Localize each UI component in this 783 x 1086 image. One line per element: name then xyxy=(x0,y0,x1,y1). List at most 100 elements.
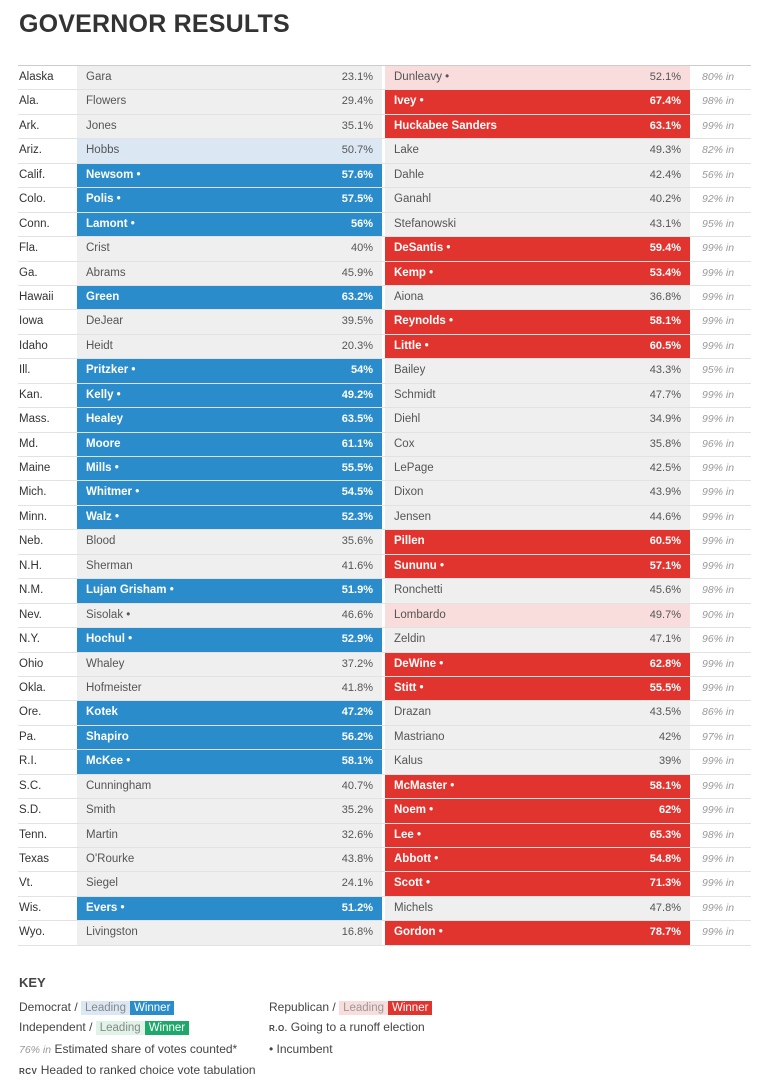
republican-candidate-name: Ivey • xyxy=(394,95,424,108)
republican-vote-share: 44.6% xyxy=(649,510,681,523)
republican-candidate-cell: Abbott • 54.8% xyxy=(385,848,690,872)
republican-vote-share: 49.7% xyxy=(649,608,681,621)
republican-candidate-name: LePage xyxy=(394,462,434,474)
republican-candidate-cell: Lake 49.3% xyxy=(385,139,690,163)
democrat-candidate-cell: Lujan Grisham • 51.9% xyxy=(77,579,382,603)
democrat-candidate-name: Livingston xyxy=(86,926,138,939)
republican-vote-share: 58.1% xyxy=(649,315,681,328)
reporting-share: 98% in xyxy=(702,584,735,597)
state-name: N.Y. xyxy=(19,633,40,646)
republican-candidate-cell: Lee • 65.3% xyxy=(385,823,690,847)
democrat-candidate-cell: Moore 61.1% xyxy=(77,432,382,456)
state-name: Conn. xyxy=(19,217,50,230)
state-name: Alaska xyxy=(19,71,54,83)
table-row: Okla. Hofmeister 41.8% Stitt • 55.5% 99% in xyxy=(18,676,751,702)
table-row: Mich. Whitmer • 54.5% Dixon 43.9% 99% in xyxy=(18,481,751,506)
reporting-share: 99% in xyxy=(702,242,735,255)
republican-candidate-name: Noem • xyxy=(394,804,434,817)
republican-vote-share: 55.5% xyxy=(649,681,681,694)
republican-vote-share: 54.8% xyxy=(649,853,681,865)
republican-vote-share: 58.1% xyxy=(649,779,681,792)
table-row: Nev. Sisolak • 46.6% Lombardo 49.7% 90% in xyxy=(18,603,751,629)
democrat-vote-share: 54% xyxy=(350,364,373,377)
republican-candidate-cell: LePage 42.5% xyxy=(385,457,690,481)
state-name: Ala. xyxy=(19,95,39,108)
democrat-vote-share: 56% xyxy=(350,217,373,230)
key-title: KEY xyxy=(19,975,46,990)
republican-vote-share: 34.9% xyxy=(649,413,681,426)
reporting-share: 99% in xyxy=(702,462,735,474)
key-republican-leading-swatch: Leading xyxy=(339,1001,388,1015)
republican-candidate-name: Ganahl xyxy=(394,193,432,206)
democrat-candidate-name: DeJear xyxy=(86,315,124,328)
republican-candidate-cell: Huckabee Sanders 63.1% xyxy=(385,114,690,139)
reporting-share: 99% in xyxy=(702,388,735,401)
republican-candidate-name: Ronchetti xyxy=(394,584,443,597)
republican-candidate-name: Dunleavy • xyxy=(394,71,450,83)
democrat-vote-share: 58.1% xyxy=(341,755,373,768)
democrat-candidate-name: Newsom • xyxy=(86,168,141,181)
democrat-candidate-name: Sisolak • xyxy=(86,608,131,621)
republican-candidate-cell: Cox 35.8% xyxy=(385,432,690,456)
republican-candidate-cell: Stefanowski 43.1% xyxy=(385,212,690,237)
democrat-candidate-name: Lamont • xyxy=(86,217,135,230)
republican-vote-share: 39% xyxy=(658,755,681,768)
republican-candidate-name: Sununu • xyxy=(394,559,445,572)
democrat-candidate-name: Evers • xyxy=(86,901,125,914)
reporting-share: 99% in xyxy=(702,315,735,328)
democrat-candidate-cell: Flowers 29.4% xyxy=(77,90,382,114)
table-row: Vt. Siegel 24.1% Scott • 71.3% 99% in xyxy=(18,872,751,897)
democrat-candidate-cell: Mills • 55.5% xyxy=(77,457,382,481)
democrat-candidate-name: Hofmeister xyxy=(86,681,142,694)
republican-candidate-cell: Kemp • 53.4% xyxy=(385,261,690,285)
democrat-vote-share: 57.5% xyxy=(341,193,373,206)
republican-candidate-cell: Ganahl 40.2% xyxy=(385,188,690,212)
democrat-vote-share: 35.2% xyxy=(341,804,373,817)
state-name: Nev. xyxy=(19,608,42,621)
republican-vote-share: 35.8% xyxy=(649,437,681,450)
democrat-candidate-name: Heidt xyxy=(86,339,113,352)
state-name: N.M. xyxy=(19,584,44,597)
reporting-share: 96% in xyxy=(702,437,735,450)
reporting-share: 99% in xyxy=(702,510,735,523)
republican-candidate-cell: Noem • 62% xyxy=(385,799,690,823)
key-independent-leading-swatch: Leading xyxy=(95,1021,145,1035)
reporting-share: 86% in xyxy=(702,706,735,719)
reporting-share: 99% in xyxy=(702,413,735,426)
republican-candidate-cell: Bailey 43.3% xyxy=(385,359,690,383)
democrat-vote-share: 52.3% xyxy=(341,510,373,523)
democrat-candidate-name: Sherman xyxy=(86,559,133,572)
reporting-share: 99% in xyxy=(702,681,735,694)
state-name: Minn. xyxy=(19,510,48,523)
republican-vote-share: 52.1% xyxy=(649,71,681,83)
key-share-sample: 76% in xyxy=(19,1044,52,1056)
democrat-candidate-name: Whaley xyxy=(86,657,125,670)
democrat-candidate-cell: Newsom • 57.6% xyxy=(77,163,382,188)
democrat-vote-share: 45.9% xyxy=(341,266,373,279)
state-name: S.C. xyxy=(19,779,42,792)
democrat-candidate-cell: Polis • 57.5% xyxy=(77,188,382,212)
democrat-vote-share: 46.6% xyxy=(341,608,373,621)
republican-candidate-name: Abbott • xyxy=(394,853,439,865)
democrat-candidate-cell: DeJear 39.5% xyxy=(77,310,382,334)
democrat-candidate-name: Lujan Grisham • xyxy=(86,584,174,597)
republican-candidate-cell: Dahle 42.4% xyxy=(385,163,690,188)
table-row: Pa. Shapiro 56.2% Mastriano 42% 97% in xyxy=(18,725,751,751)
democrat-candidate-name: Smith xyxy=(86,804,116,817)
republican-candidate-cell: Lombardo 49.7% xyxy=(385,603,690,628)
reporting-share: 99% in xyxy=(702,535,735,548)
democrat-candidate-name: Martin xyxy=(86,828,118,841)
table-row: S.D. Smith 35.2% Noem • 62% 99% in xyxy=(18,799,751,824)
state-name: Mass. xyxy=(19,413,50,426)
reporting-share: 99% in xyxy=(702,901,735,914)
table-row: Wyo. Livingston 16.8% Gordon • 78.7% 99% in xyxy=(18,921,751,946)
republican-candidate-cell: McMaster • 58.1% xyxy=(385,774,690,799)
page-title: GOVERNOR RESULTS xyxy=(19,10,290,38)
democrat-vote-share: 32.6% xyxy=(341,828,373,841)
democrat-candidate-name: Pritzker • xyxy=(86,364,136,377)
table-row: Colo. Polis • 57.5% Ganahl 40.2% 92% in xyxy=(18,188,751,213)
republican-candidate-name: Gordon • xyxy=(394,926,443,939)
republican-vote-share: 43.9% xyxy=(649,486,681,499)
republican-vote-share: 42.4% xyxy=(649,168,681,181)
democrat-candidate-cell: Blood 35.6% xyxy=(77,530,382,554)
